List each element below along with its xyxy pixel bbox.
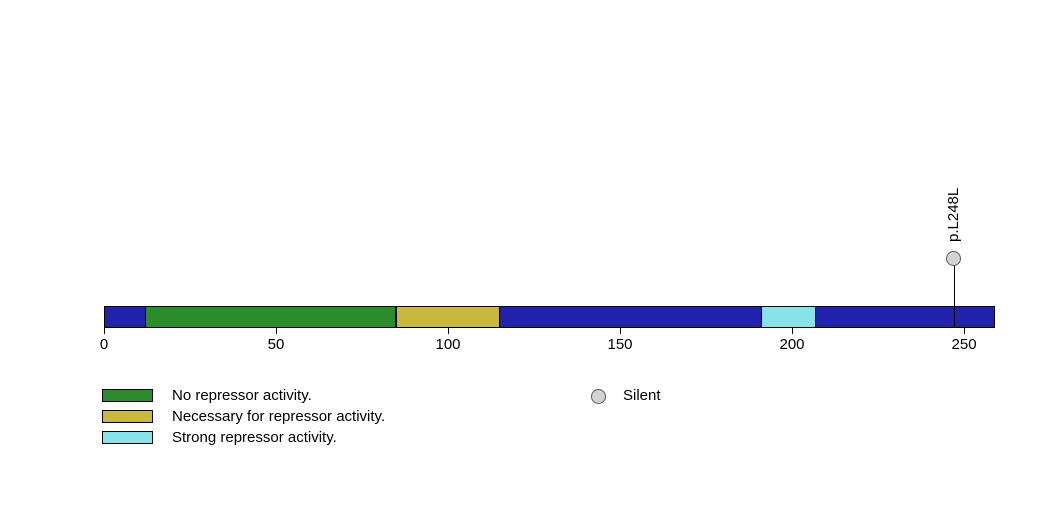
legend-label-1: Necessary for repressor activity. xyxy=(172,408,386,425)
domain-region-2 xyxy=(761,306,817,328)
legend-swatch-2 xyxy=(102,431,153,444)
axis-tick-label: 200 xyxy=(779,336,805,353)
axis-tick xyxy=(276,328,277,334)
mutation-label: p.L248L xyxy=(945,187,963,242)
domain-region-1 xyxy=(396,306,500,328)
legend-label-2: Strong repressor activity. xyxy=(172,429,337,446)
axis-tick xyxy=(448,328,449,334)
axis-tick-label: 50 xyxy=(267,336,285,353)
axis-tick-label: 250 xyxy=(951,336,977,353)
axis-tick-label: 0 xyxy=(99,336,109,353)
axis-tick-label: 100 xyxy=(435,336,461,353)
axis-tick xyxy=(964,328,966,334)
legend-swatch-0 xyxy=(102,389,153,402)
mutation-stem xyxy=(953,258,955,328)
axis-tick xyxy=(620,328,622,334)
domain-region-0 xyxy=(145,306,397,328)
mutation-marker xyxy=(946,250,962,266)
axis-tick xyxy=(104,328,105,334)
legend-swatch-1 xyxy=(102,410,153,423)
legend-marker-label: Silent xyxy=(623,387,661,404)
axis-tick xyxy=(792,328,794,334)
legend-marker-circle xyxy=(590,388,606,404)
legend-label-0: No repressor activity. xyxy=(172,387,312,404)
axis-tick-label: 150 xyxy=(607,336,633,353)
